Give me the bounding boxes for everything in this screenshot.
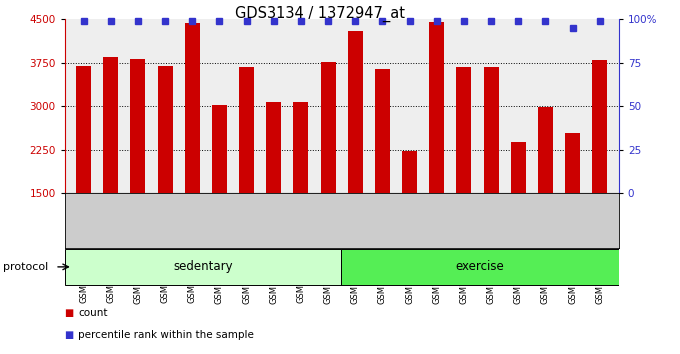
Text: GDS3134 / 1372947_at: GDS3134 / 1372947_at xyxy=(235,5,405,22)
Bar xyxy=(76,66,91,280)
Text: sedentary: sedentary xyxy=(173,261,233,273)
Bar xyxy=(321,62,336,280)
Bar xyxy=(402,151,417,280)
Text: protocol: protocol xyxy=(3,262,49,272)
Bar xyxy=(483,67,498,280)
Bar xyxy=(347,31,362,280)
Bar xyxy=(158,66,173,280)
Bar xyxy=(565,133,580,280)
Bar xyxy=(294,102,309,280)
Bar xyxy=(538,107,553,280)
Text: count: count xyxy=(78,308,107,318)
Text: exercise: exercise xyxy=(456,261,505,273)
Bar xyxy=(429,22,444,280)
Bar xyxy=(103,57,118,280)
Bar xyxy=(131,59,146,280)
Bar xyxy=(341,249,619,285)
Text: ■: ■ xyxy=(65,330,74,339)
Bar xyxy=(212,105,227,280)
Bar xyxy=(375,69,390,280)
Text: ■: ■ xyxy=(65,308,74,318)
Bar xyxy=(65,249,341,285)
Bar xyxy=(267,102,282,280)
Bar xyxy=(185,23,200,280)
Bar xyxy=(456,67,471,280)
Text: percentile rank within the sample: percentile rank within the sample xyxy=(78,330,254,339)
Bar xyxy=(592,60,607,280)
Bar xyxy=(239,67,254,280)
Bar xyxy=(511,142,526,280)
